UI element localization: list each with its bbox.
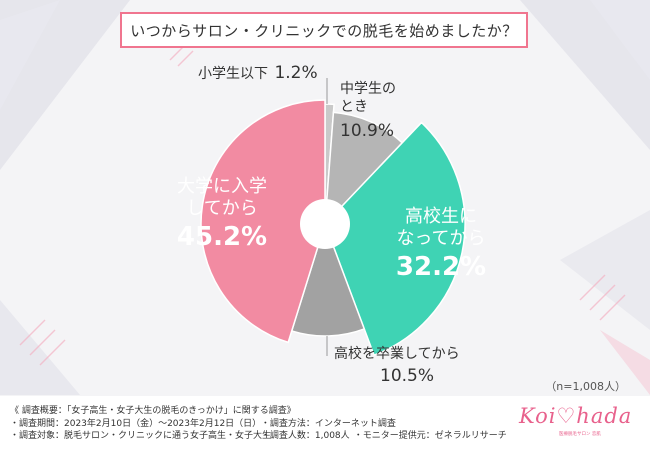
slice-name-3: 高校を卒業してから <box>334 346 460 362</box>
slice-name-1-line1: 中学生の <box>340 81 396 97</box>
slice-label-2: 高校生に なってから 32.2% <box>386 206 496 282</box>
survey-title: 《 調査概要：「女子高生・女子大生の脱毛のきっかけ」に関する調査》 <box>10 406 296 416</box>
sample-size-note: （n=1,008人） <box>545 380 626 393</box>
pie-slice-1 <box>324 111 404 227</box>
brand-logo: Koi♡hada 医療脱毛サロン 恋肌 <box>519 404 631 442</box>
slice-label-1: 中学生の とき 10.9% <box>340 80 396 140</box>
slice-value-2: 32.2% <box>395 252 487 282</box>
survey-method: ・調査方法：インターネット調査 <box>260 418 396 429</box>
slice-name-4-line1: 大学に入学 <box>177 176 267 197</box>
slice-value-0: 1.2% <box>274 63 318 83</box>
pie-slice-3 <box>290 221 366 337</box>
survey-provider: ・モニター提供元：ゼネラルリサーチ <box>353 431 507 441</box>
slice-name-2-line2: なってから <box>396 228 486 249</box>
slice-label-4: 大学に入学 してから 45.2% <box>172 176 272 252</box>
slice-name-2-line1: 高校生に <box>405 206 477 227</box>
logo-text: Koi♡hada <box>519 404 633 428</box>
slice-label-3: 高校を卒業してから 10.5% <box>334 345 460 385</box>
slice-value-3: 10.5% <box>380 366 435 386</box>
pie-slice-2 <box>324 121 466 357</box>
chart-title: いつからサロン・クリニックでの脱毛を始めましたか？ <box>120 12 528 48</box>
slice-name-1-line2: とき <box>340 99 368 115</box>
donut-hole <box>300 199 350 249</box>
survey-overview: 《 調査概要：「女子高生・女子大生の脱毛のきっかけ」に関する調査》 ・調査期間：… <box>10 405 507 443</box>
slice-name-0: 小学生以下 <box>198 66 268 82</box>
survey-target: ・調査対象：脱毛サロン・クリニックに通う女子高生・女子大生 <box>10 431 272 441</box>
logo-subtext: 医療脱毛サロン 恋肌 <box>559 432 601 437</box>
slice-label-0: 小学生以下 1.2% <box>198 63 318 83</box>
slice-value-4: 45.2% <box>176 222 268 252</box>
slice-value-1: 10.9% <box>340 121 395 141</box>
survey-count: ・調査人数：1,008人 <box>260 431 350 441</box>
slice-name-4-line2: してから <box>186 198 258 219</box>
survey-period: ・調査期間：2023年2月10日（金）〜2023年2月12日（日） <box>10 418 262 429</box>
pie-slice-4 <box>200 99 326 344</box>
